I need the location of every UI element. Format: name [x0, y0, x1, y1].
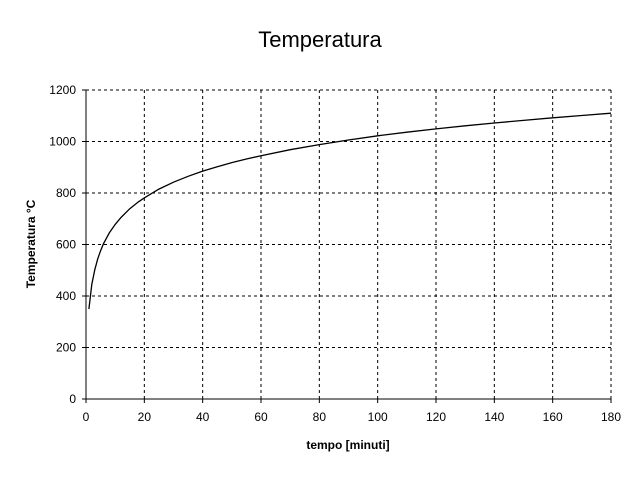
- temperature-line: [88, 112, 612, 310]
- y-tick-label: 200: [56, 341, 76, 355]
- y-tick-label: 1200: [49, 83, 76, 97]
- x-tick-label: 180: [601, 410, 621, 424]
- series: [88, 112, 612, 310]
- x-tick-label: 40: [196, 410, 210, 424]
- y-tick-label: 400: [56, 289, 76, 303]
- x-tick-label: 20: [138, 410, 152, 424]
- x-tick-label: 0: [83, 410, 90, 424]
- y-tick-label: 800: [56, 186, 76, 200]
- x-tick-label: 120: [426, 410, 446, 424]
- grid: [86, 89, 612, 399]
- x-tick-label: 160: [543, 410, 563, 424]
- x-tick-label: 80: [313, 410, 327, 424]
- y-axis-label: Temperatura °C: [24, 199, 38, 288]
- x-tick-label: 140: [484, 410, 504, 424]
- x-tick-label: 100: [368, 410, 388, 424]
- ticks: 0 20 40 60 80 100 120 140 160 180 0 200 400 600 800 100…: [49, 83, 621, 424]
- y-tick-label: 0: [69, 392, 76, 406]
- y-tick-label: 600: [56, 238, 76, 252]
- x-axis-label: tempo [minuti]: [306, 438, 389, 452]
- chart-title: Temperatura: [258, 27, 382, 52]
- y-tick-label: 1000: [49, 135, 76, 149]
- x-tick-label: 60: [254, 410, 268, 424]
